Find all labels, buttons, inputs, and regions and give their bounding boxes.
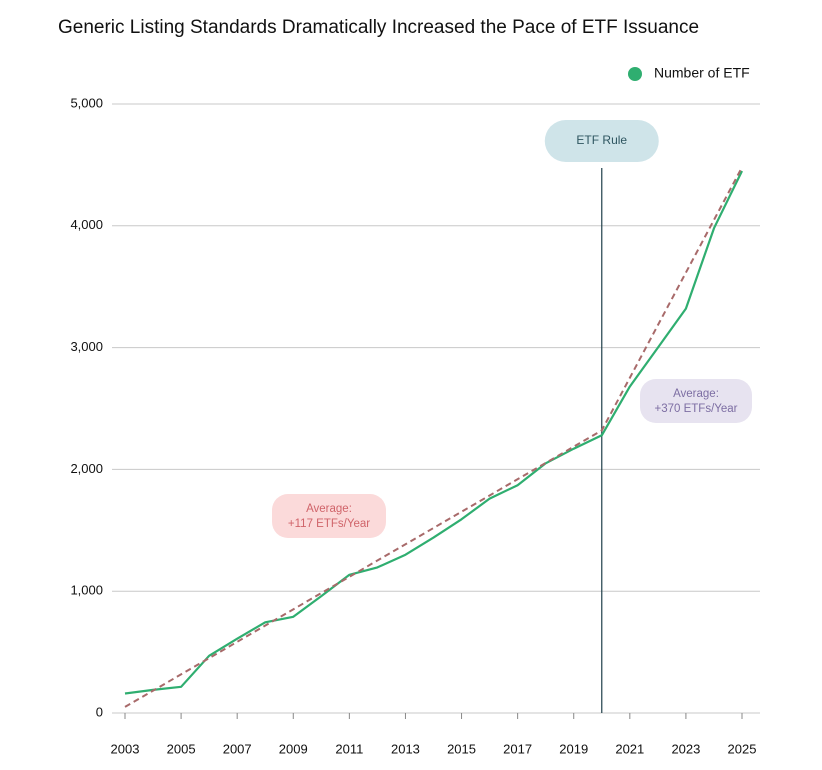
x-tick-label: 2011 (335, 741, 363, 756)
x-tick-label: 2005 (167, 741, 196, 756)
x-tick-label: 2003 (111, 741, 140, 756)
x-tick-label: 2015 (447, 741, 476, 756)
annotation-text: +370 ETFs/Year (655, 403, 738, 415)
legend-marker (628, 67, 642, 81)
x-tick-label: 2013 (391, 741, 420, 756)
trend-line (124, 166, 743, 708)
x-tick-label: 2019 (559, 741, 588, 756)
data-line (124, 170, 743, 695)
y-tick-label: 4,000 (70, 217, 103, 232)
rule-label: ETF Rule (576, 133, 627, 147)
chart-title: Generic Listing Standards Dramatically I… (58, 17, 699, 38)
x-tick-label: 2017 (503, 741, 532, 756)
annotation-text: +117 ETFs/Year (288, 518, 370, 530)
legend-label: Number of ETF (654, 65, 750, 81)
y-tick-label: 0 (96, 704, 103, 719)
x-tick-label: 2009 (279, 741, 308, 756)
y-tick-label: 1,000 (70, 583, 103, 598)
y-tick-label: 2,000 (70, 461, 103, 476)
rule-label-box (544, 120, 659, 162)
annotation-box (272, 494, 386, 538)
x-tick-label: 2007 (223, 741, 252, 756)
x-tick-label: 2021 (615, 741, 644, 756)
annotation-box (640, 379, 752, 423)
y-tick-label: 3,000 (70, 339, 103, 354)
y-tick-label: 5,000 (70, 95, 103, 110)
annotation-text: Average: (306, 503, 352, 515)
x-tick-label: 2023 (671, 741, 700, 756)
annotation-text: Average: (673, 388, 719, 400)
x-tick-label: 2025 (728, 741, 757, 756)
